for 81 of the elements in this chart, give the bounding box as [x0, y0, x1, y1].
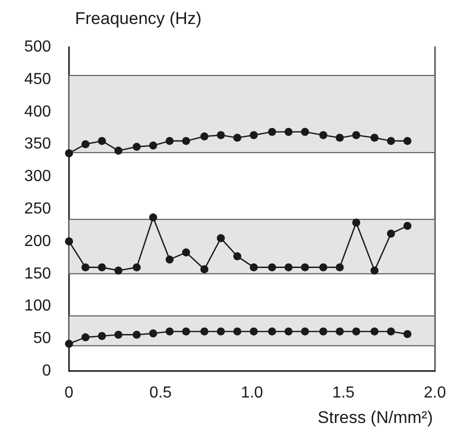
y-tick-label: 350	[24, 136, 52, 153]
point	[216, 327, 225, 336]
point	[284, 263, 293, 272]
point	[370, 327, 379, 336]
x-tick-label: 2.0	[424, 384, 446, 402]
y-tick-label: 50	[33, 330, 52, 348]
point	[98, 263, 106, 272]
point	[114, 146, 122, 155]
point	[352, 131, 360, 140]
point	[166, 327, 174, 336]
point	[233, 134, 242, 142]
point	[149, 329, 158, 338]
point	[114, 266, 122, 275]
point	[233, 252, 242, 260]
x-tick-label: 1.0	[240, 384, 264, 402]
point	[336, 263, 344, 272]
point	[216, 234, 225, 242]
point	[98, 136, 106, 145]
point	[284, 128, 293, 136]
point	[233, 327, 242, 336]
point	[301, 128, 309, 136]
point	[132, 142, 141, 151]
y-tick-label: 0	[42, 362, 52, 380]
point	[386, 327, 395, 336]
y-tick-label: 150	[24, 265, 52, 282]
point	[200, 327, 208, 336]
point	[336, 134, 344, 142]
point	[403, 222, 412, 230]
point	[65, 149, 73, 158]
point	[250, 131, 258, 140]
y-tick-label: 200	[24, 232, 52, 250]
y-tick-label: 100	[24, 298, 52, 315]
point	[114, 330, 122, 339]
point	[352, 218, 360, 227]
point	[166, 256, 174, 264]
point	[370, 134, 379, 142]
point	[65, 340, 73, 348]
point	[370, 266, 379, 275]
point	[336, 327, 344, 336]
point	[403, 330, 412, 338]
point	[403, 136, 412, 145]
point	[319, 131, 328, 140]
point	[132, 263, 141, 272]
y-tick-label: 250	[24, 200, 52, 218]
point	[200, 265, 208, 274]
x-tick-label: 0	[64, 384, 74, 402]
y-tick-label: 400	[24, 103, 52, 120]
x-tick-label: 1.5	[332, 384, 355, 402]
point	[301, 327, 309, 336]
point	[81, 140, 90, 148]
x-axis-title: Stress (N/mm²)	[318, 408, 433, 427]
point	[284, 327, 293, 336]
point	[250, 263, 258, 272]
point	[268, 128, 276, 136]
point	[182, 327, 190, 336]
point	[319, 263, 328, 272]
point	[301, 263, 309, 272]
point	[250, 327, 258, 336]
point	[386, 136, 395, 145]
x-tick-label: 0.5	[149, 384, 172, 402]
y-axis-title: Freaquency (Hz)	[75, 9, 202, 28]
point	[81, 333, 90, 342]
point	[268, 263, 276, 272]
point	[132, 330, 141, 339]
point	[386, 230, 395, 238]
point	[182, 136, 190, 145]
y-tick-label: 500	[24, 38, 52, 56]
point	[166, 136, 174, 145]
point	[268, 327, 276, 336]
point	[65, 237, 73, 246]
point	[182, 248, 190, 256]
point	[98, 332, 106, 340]
y-tick-label: 300	[24, 168, 52, 186]
point	[319, 327, 328, 336]
point	[81, 263, 90, 272]
y-tick-label: 450	[24, 70, 52, 88]
point	[149, 142, 158, 150]
point	[149, 213, 158, 222]
point	[216, 131, 225, 140]
point	[352, 327, 360, 336]
point	[200, 132, 208, 140]
